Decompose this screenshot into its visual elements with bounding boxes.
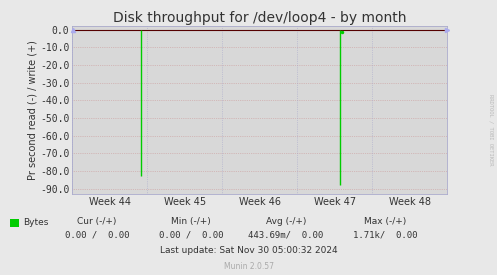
Y-axis label: Pr second read (-) / write (+): Pr second read (-) / write (+) — [27, 40, 37, 180]
Text: Munin 2.0.57: Munin 2.0.57 — [224, 262, 273, 271]
Text: Cur (-/+): Cur (-/+) — [77, 217, 117, 226]
Text: Last update: Sat Nov 30 05:00:32 2024: Last update: Sat Nov 30 05:00:32 2024 — [160, 246, 337, 255]
Text: RRDTOOL / TOBI OETIKER: RRDTOOL / TOBI OETIKER — [489, 94, 494, 165]
Text: 0.00 /  0.00: 0.00 / 0.00 — [159, 231, 224, 240]
Text: 443.69m/  0.00: 443.69m/ 0.00 — [248, 231, 324, 240]
Text: Min (-/+): Min (-/+) — [171, 217, 211, 226]
Text: Bytes: Bytes — [23, 218, 48, 227]
Text: Max (-/+): Max (-/+) — [364, 217, 407, 226]
Text: Avg (-/+): Avg (-/+) — [265, 217, 306, 226]
Text: 0.00 /  0.00: 0.00 / 0.00 — [65, 231, 129, 240]
Title: Disk throughput for /dev/loop4 - by month: Disk throughput for /dev/loop4 - by mont… — [113, 11, 407, 25]
Text: 1.71k/  0.00: 1.71k/ 0.00 — [353, 231, 417, 240]
